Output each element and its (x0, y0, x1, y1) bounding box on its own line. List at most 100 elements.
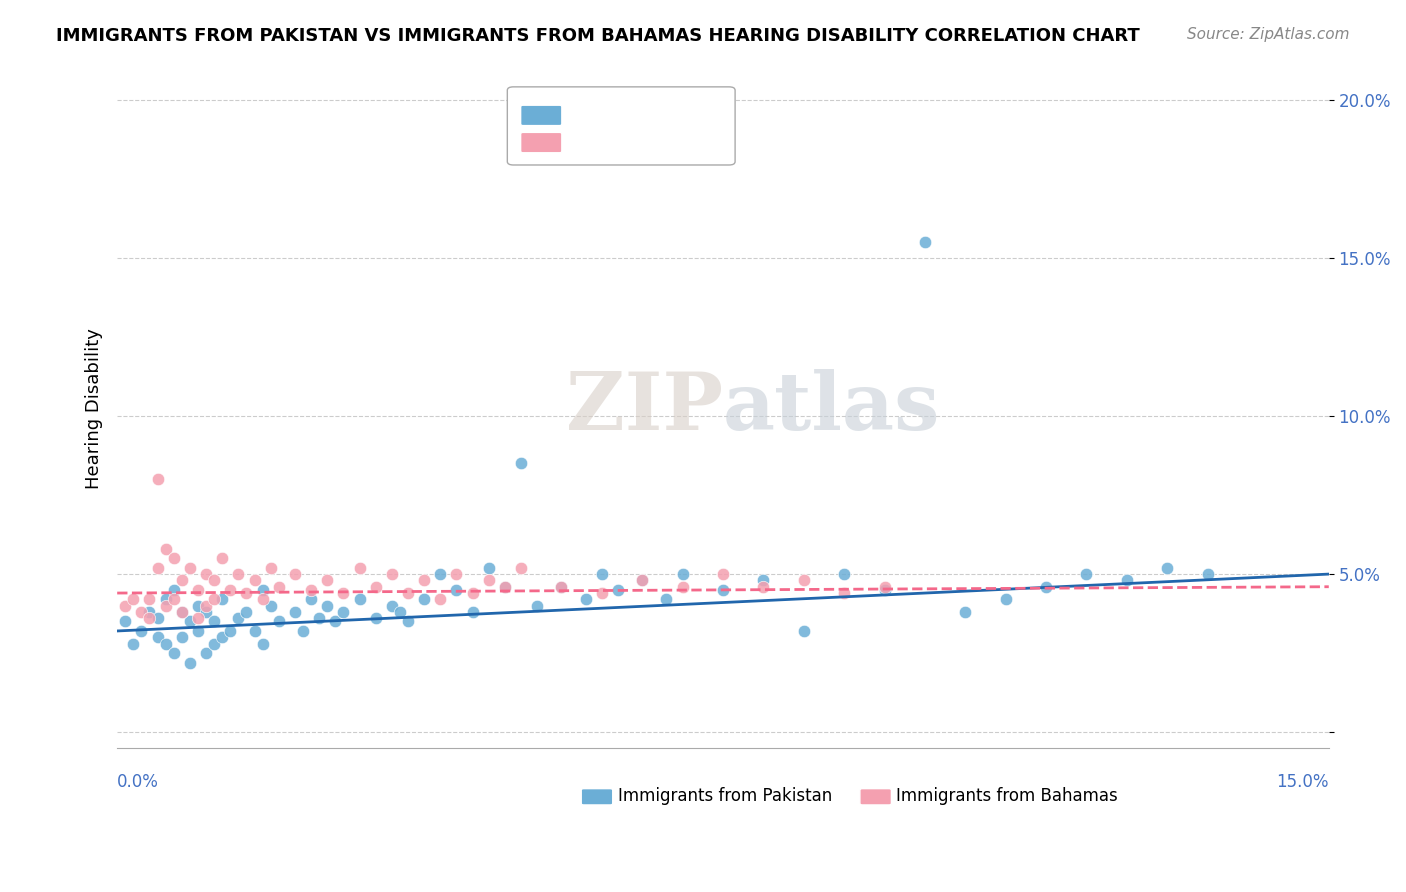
Text: Immigrants from Pakistan: Immigrants from Pakistan (617, 787, 832, 805)
Point (114, 615, 136, 629)
Point (752, 574, 775, 588)
Point (235, 605, 257, 619)
Point (202, 615, 225, 629)
Point (131, 624, 153, 638)
Point (711, 567, 734, 582)
Point (873, 580, 896, 594)
Point (155, 592, 177, 607)
Text: ZIP: ZIP (567, 369, 723, 447)
Point (187, 582, 209, 597)
Point (793, 624, 815, 638)
Point (252, 637, 274, 651)
Point (446, 567, 468, 582)
Point (349, 561, 371, 575)
Point (793, 574, 815, 588)
Text: N = 70: N = 70 (666, 105, 734, 123)
Point (461, 605, 484, 619)
Point (494, 580, 516, 594)
Point (671, 567, 693, 582)
Point (138, 605, 160, 619)
Point (299, 592, 322, 607)
Point (252, 582, 274, 597)
Point (396, 586, 419, 600)
Point (446, 582, 468, 597)
Point (228, 567, 250, 582)
Point (267, 615, 290, 629)
Point (243, 624, 266, 638)
Text: Immigrants from Bahamas: Immigrants from Bahamas (896, 787, 1118, 805)
Point (243, 574, 266, 588)
Y-axis label: Hearing Disability: Hearing Disability (86, 327, 103, 489)
Point (381, 599, 404, 613)
Point (381, 567, 404, 582)
Point (575, 592, 598, 607)
Point (478, 574, 501, 588)
Point (146, 630, 169, 644)
Point (461, 586, 484, 600)
Point (267, 580, 290, 594)
Text: 15.0%: 15.0% (1277, 773, 1329, 791)
Point (323, 615, 346, 629)
Point (413, 574, 436, 588)
Point (187, 599, 209, 613)
FancyBboxPatch shape (860, 789, 891, 805)
Point (478, 561, 501, 575)
Point (1076, 567, 1098, 582)
Point (195, 567, 218, 582)
Text: IMMIGRANTS FROM PAKISTAN VS IMMIGRANTS FROM BAHAMAS HEARING DISABILITY CORRELATI: IMMIGRANTS FROM PAKISTAN VS IMMIGRANTS F… (56, 27, 1140, 45)
FancyBboxPatch shape (508, 87, 735, 165)
Point (316, 599, 339, 613)
Text: 0.0%: 0.0% (117, 773, 159, 791)
Point (494, 580, 516, 594)
Point (155, 541, 177, 556)
Point (138, 611, 160, 625)
Point (526, 599, 548, 613)
Point (388, 605, 411, 619)
Point (510, 561, 533, 575)
Point (413, 592, 436, 607)
Point (396, 615, 419, 629)
Point (146, 611, 169, 625)
Point (170, 630, 193, 644)
Point (364, 580, 387, 594)
Point (202, 592, 225, 607)
Point (195, 599, 218, 613)
Point (349, 592, 371, 607)
Point (332, 586, 354, 600)
Point (211, 551, 233, 566)
Point (114, 599, 136, 613)
Point (170, 605, 193, 619)
Point (510, 457, 533, 471)
Point (195, 605, 218, 619)
Point (179, 615, 201, 629)
Point (1035, 580, 1057, 594)
Point (955, 605, 977, 619)
Point (284, 567, 307, 582)
Text: R = 0.230: R = 0.230 (567, 105, 657, 123)
Point (146, 561, 169, 575)
Point (752, 580, 775, 594)
Point (284, 605, 307, 619)
Point (146, 472, 169, 486)
Point (211, 630, 233, 644)
Point (1156, 561, 1178, 575)
Point (138, 592, 160, 607)
Point (211, 592, 233, 607)
Point (832, 567, 855, 582)
Point (631, 574, 654, 588)
Point (195, 646, 218, 660)
Point (163, 582, 186, 597)
FancyBboxPatch shape (520, 132, 562, 153)
Point (131, 605, 153, 619)
Text: R = 0.045: R = 0.045 (567, 132, 657, 150)
Text: atlas: atlas (723, 369, 941, 447)
Point (299, 582, 322, 597)
Point (187, 624, 209, 638)
Point (914, 235, 936, 250)
Text: Source: ZipAtlas.com: Source: ZipAtlas.com (1187, 27, 1350, 42)
Point (873, 582, 896, 597)
Point (364, 611, 387, 625)
Point (163, 551, 186, 566)
Point (252, 592, 274, 607)
Point (202, 637, 225, 651)
